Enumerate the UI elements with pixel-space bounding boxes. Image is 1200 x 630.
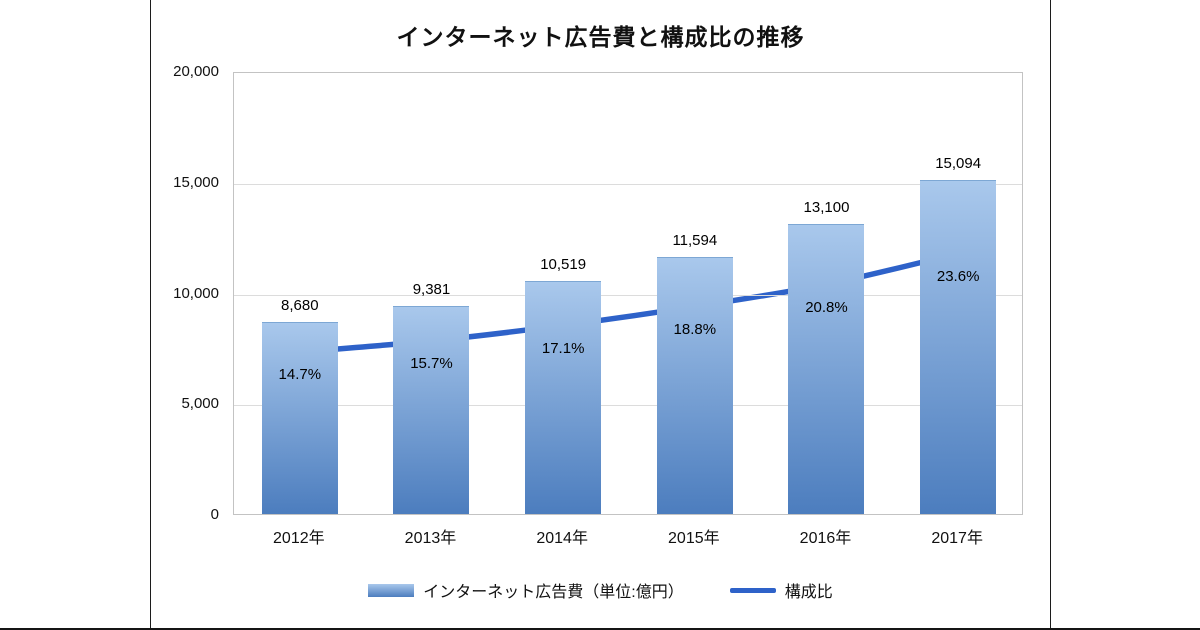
bar (261, 321, 338, 514)
y-axis: 0 5,000 10,000 15,000 20,000 (151, 63, 225, 523)
bar-value-label: 8,680 (281, 296, 319, 314)
bar-slot: 8,680 14.7% (234, 73, 366, 514)
y-axis-tick-label: 5,000 (181, 395, 219, 413)
bar-value-label: 10,519 (540, 256, 587, 274)
x-axis: 2012年 2013年 2014年 2015年 2016年 2017年 (233, 524, 1023, 550)
line-percent-label: 18.8% (673, 320, 717, 338)
line-percent-label: 15.7% (410, 355, 453, 373)
x-axis-label: 2012年 (273, 530, 325, 547)
bar (393, 306, 470, 514)
bar-slot: 11,594 18.8% (629, 73, 761, 514)
x-axis-label: 2015年 (668, 530, 720, 547)
gridline (234, 294, 1022, 296)
bar-value-label: 13,100 (803, 198, 850, 216)
bar (920, 179, 997, 514)
bar (656, 257, 733, 514)
line-percent-label: 17.1% (541, 339, 585, 357)
bar-series-swatch-icon (368, 583, 415, 597)
gridline (234, 405, 1022, 407)
chart-card: インターネット広告費と構成比の推移 0 5,000 10,000 15,000 20,0… (150, 0, 1051, 630)
x-axis-label: 2017年 (931, 530, 983, 547)
line-percent-label: 14.7% (278, 366, 322, 384)
y-axis-tick-label: 0 (210, 506, 219, 523)
legend-line-label: 構成比 (784, 584, 833, 601)
bar-slot: 13,100 20.8% (761, 73, 893, 514)
legend-item-bar: インターネット広告費（単位:億円） (368, 578, 684, 602)
plot-area: 8,680 14.7% 9,381 15.7% 10,519 17.1% 11,594 18.… (233, 72, 1023, 515)
legend-bar-label: インターネット広告費（単位:億円） (423, 584, 684, 601)
bar-value-label: 11,594 (672, 232, 718, 250)
x-axis-label: 2013年 (404, 530, 457, 547)
y-axis-tick-label: 10,000 (173, 284, 219, 302)
x-axis-label: 2014年 (536, 530, 588, 547)
line-percent-label: 20.8% (805, 298, 848, 316)
legend-item-line: 構成比 (729, 578, 833, 602)
legend: インターネット広告費（単位:億円） 構成比 (151, 578, 1050, 602)
bar-value-label: 9,381 (412, 281, 451, 299)
bar-slot: 10,519 17.1% (497, 73, 629, 514)
y-axis-tick-label: 15,000 (173, 173, 219, 191)
bar-slot: 9,381 15.7% (366, 73, 498, 514)
gridline (234, 183, 1022, 185)
bar-slot: 15,094 23.6% (892, 73, 1024, 514)
line-percent-label: 23.6% (936, 267, 980, 285)
bar-value-label: 15,094 (935, 154, 982, 172)
bar (788, 223, 865, 514)
x-axis-label: 2016年 (799, 530, 852, 547)
bar (525, 281, 602, 514)
y-axis-tick-label: 20,000 (173, 63, 219, 80)
line-series-swatch-icon (729, 587, 776, 593)
page-bottom-divider (0, 628, 1200, 630)
chart-title: インターネット広告費と構成比の推移 (396, 24, 805, 50)
